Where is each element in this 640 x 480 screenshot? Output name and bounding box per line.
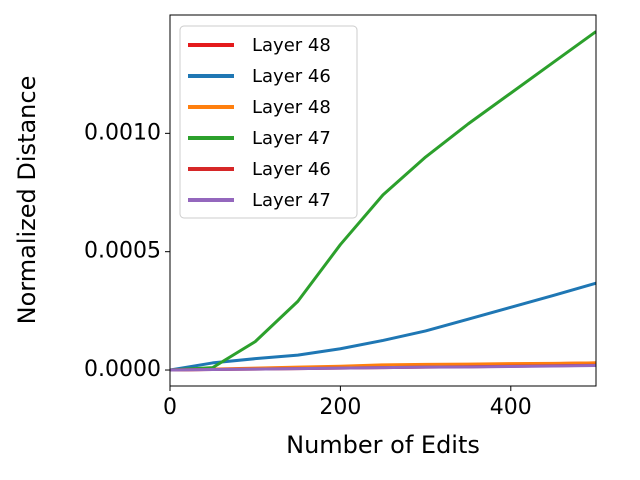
legend-label: Layer 48 <box>252 97 331 118</box>
y-tick-label: 0.0010 <box>84 120 161 145</box>
y-axis-label: Normalized Distance <box>13 76 41 325</box>
y-tick-label: 0.0000 <box>84 357 161 382</box>
series-line <box>170 281 596 372</box>
legend-label: Layer 48 <box>252 35 331 56</box>
x-axis-label: Number of Edits <box>286 431 480 459</box>
plot-frame <box>169 14 597 387</box>
x-tick-label: 400 <box>490 395 532 420</box>
legend-label: Layer 46 <box>252 159 331 180</box>
x-tick-label: 200 <box>319 395 361 420</box>
legend-label: Layer 47 <box>252 128 331 149</box>
legend-label: Layer 46 <box>252 66 331 87</box>
series-line <box>170 30 596 372</box>
legend-label: Layer 47 <box>252 190 331 211</box>
series-line <box>170 364 596 372</box>
y-tick-label: 0.0005 <box>84 239 161 264</box>
x-tick-label: 0 <box>163 395 177 420</box>
